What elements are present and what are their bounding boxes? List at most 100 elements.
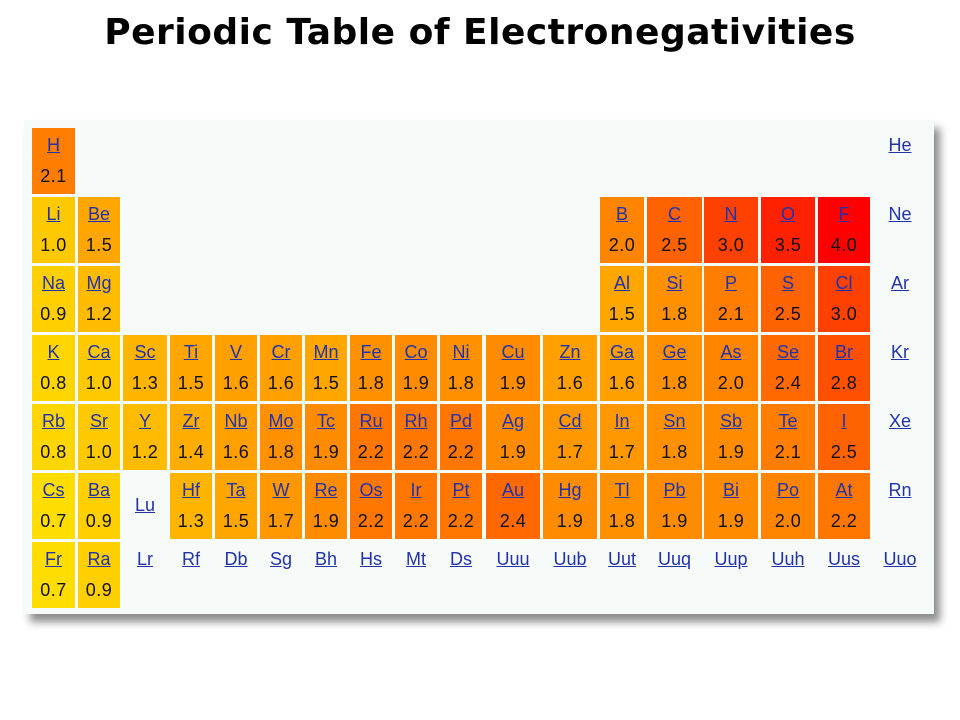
element-link[interactable]: Mo xyxy=(268,411,294,431)
element-link[interactable]: Ba xyxy=(87,480,111,500)
element-link[interactable]: Uuq xyxy=(657,549,692,569)
element-link[interactable]: Rf xyxy=(182,549,200,569)
element-link[interactable]: Pt xyxy=(452,480,470,500)
element-link[interactable]: Uuo xyxy=(883,549,917,569)
element-link[interactable]: Ti xyxy=(183,342,199,362)
element-link[interactable]: Uup xyxy=(714,549,748,569)
element-link[interactable]: Ds xyxy=(450,549,472,569)
element-cell-h: H 2.1 xyxy=(32,128,75,194)
element-link[interactable]: Ar xyxy=(891,273,909,293)
element-link[interactable]: Uuu xyxy=(496,549,530,569)
element-link[interactable]: Li xyxy=(46,204,61,224)
element-link[interactable]: Hg xyxy=(558,480,582,500)
element-link[interactable]: I xyxy=(841,411,847,431)
element-link[interactable]: Sc xyxy=(134,342,156,362)
element-link[interactable]: Sn xyxy=(663,411,686,431)
element-link[interactable]: Zr xyxy=(182,411,200,431)
element-link[interactable]: Ne xyxy=(888,204,912,224)
element-link[interactable]: W xyxy=(272,480,290,500)
element-link[interactable]: Ta xyxy=(226,480,246,500)
element-link[interactable]: Ga xyxy=(609,342,634,362)
element-link[interactable]: N xyxy=(724,204,738,224)
element-link[interactable]: Uus xyxy=(827,549,860,569)
element-cell-br: Br 2.8 xyxy=(818,335,870,401)
element-link[interactable]: Bi xyxy=(722,480,739,500)
element-link[interactable]: Ni xyxy=(452,342,470,362)
element-link[interactable]: Mn xyxy=(313,342,339,362)
element-link[interactable]: Tl xyxy=(614,480,630,500)
element-link[interactable]: Ir xyxy=(410,480,422,500)
element-cell-ni: Ni 1.8 xyxy=(440,335,482,401)
element-link[interactable]: Po xyxy=(776,480,800,500)
element-link[interactable]: Te xyxy=(778,411,798,431)
element-link[interactable]: Al xyxy=(613,273,630,293)
element-link[interactable]: Cu xyxy=(501,342,525,362)
element-link[interactable]: Uut xyxy=(607,549,636,569)
element-link[interactable]: Zn xyxy=(559,342,581,362)
element-link[interactable]: K xyxy=(47,342,60,362)
element-link[interactable]: Pd xyxy=(449,411,473,431)
element-link[interactable]: Mt xyxy=(406,549,426,569)
element-link[interactable]: As xyxy=(720,342,742,362)
element-link[interactable]: Tc xyxy=(317,411,335,431)
element-link[interactable]: S xyxy=(781,273,794,293)
element-link[interactable]: P xyxy=(724,273,737,293)
electronegativity-value: 1.9 xyxy=(717,442,745,462)
element-link[interactable]: Fe xyxy=(360,342,382,362)
element-link[interactable]: Cr xyxy=(271,342,291,362)
element-link[interactable]: Se xyxy=(776,342,800,362)
element-cell-i: I 2.5 xyxy=(818,404,870,470)
element-link[interactable]: Cs xyxy=(42,480,65,500)
element-link[interactable]: Mg xyxy=(86,273,112,293)
element-link[interactable]: Y xyxy=(138,411,151,431)
element-cell-ca: Ca 1.0 xyxy=(78,335,120,401)
element-link[interactable]: Lu xyxy=(134,495,156,515)
element-link[interactable]: Sg xyxy=(269,549,293,569)
element-link[interactable]: Os xyxy=(359,480,383,500)
electronegativity-value: 1.2 xyxy=(131,442,159,462)
element-link[interactable]: Sb xyxy=(719,411,743,431)
element-link[interactable]: H xyxy=(47,135,60,155)
element-link[interactable]: At xyxy=(835,480,853,500)
element-link[interactable]: Ca xyxy=(87,342,111,362)
element-link[interactable]: Cl xyxy=(835,273,853,293)
element-link[interactable]: Ra xyxy=(87,549,111,569)
element-link[interactable]: Pb xyxy=(663,480,686,500)
element-link[interactable]: Lr xyxy=(136,549,153,569)
element-link[interactable]: Co xyxy=(404,342,428,362)
element-link[interactable]: Be xyxy=(87,204,111,224)
element-cell-at: At 2.2 xyxy=(818,473,870,539)
element-link[interactable]: Fr xyxy=(45,549,62,569)
element-link[interactable]: Db xyxy=(224,549,248,569)
element-link[interactable]: V xyxy=(229,342,242,362)
element-link[interactable]: Ag xyxy=(501,411,525,431)
electronegativity-value: 1.6 xyxy=(222,373,250,393)
element-link[interactable]: Cd xyxy=(558,411,582,431)
element-link[interactable]: In xyxy=(614,411,630,431)
element-link[interactable]: Ru xyxy=(359,411,383,431)
element-link[interactable]: Ge xyxy=(662,342,687,362)
element-link[interactable]: Hs xyxy=(360,549,382,569)
element-link[interactable]: Uub xyxy=(553,549,587,569)
element-link[interactable]: He xyxy=(888,135,912,155)
element-link[interactable]: Au xyxy=(501,480,525,500)
element-link[interactable]: Kr xyxy=(891,342,909,362)
element-link[interactable]: Rb xyxy=(41,411,65,431)
element-link[interactable]: Si xyxy=(666,273,683,293)
element-link[interactable]: Rn xyxy=(888,480,912,500)
element-link[interactable]: Hf xyxy=(182,480,200,500)
element-link[interactable]: Rh xyxy=(404,411,428,431)
element-cell-bh: Bh xyxy=(305,542,347,608)
element-link[interactable]: Na xyxy=(41,273,65,293)
element-link[interactable]: Bh xyxy=(314,549,338,569)
element-link[interactable]: C xyxy=(668,204,681,224)
element-link[interactable]: Br xyxy=(835,342,853,362)
element-link[interactable]: O xyxy=(780,204,795,224)
element-link[interactable]: Xe xyxy=(888,411,912,431)
element-link[interactable]: F xyxy=(838,204,850,224)
element-link[interactable]: Re xyxy=(314,480,338,500)
element-link[interactable]: B xyxy=(615,204,628,224)
element-link[interactable]: Nb xyxy=(224,411,248,431)
element-link[interactable]: Uuh xyxy=(771,549,805,569)
element-link[interactable]: Sr xyxy=(90,411,108,431)
